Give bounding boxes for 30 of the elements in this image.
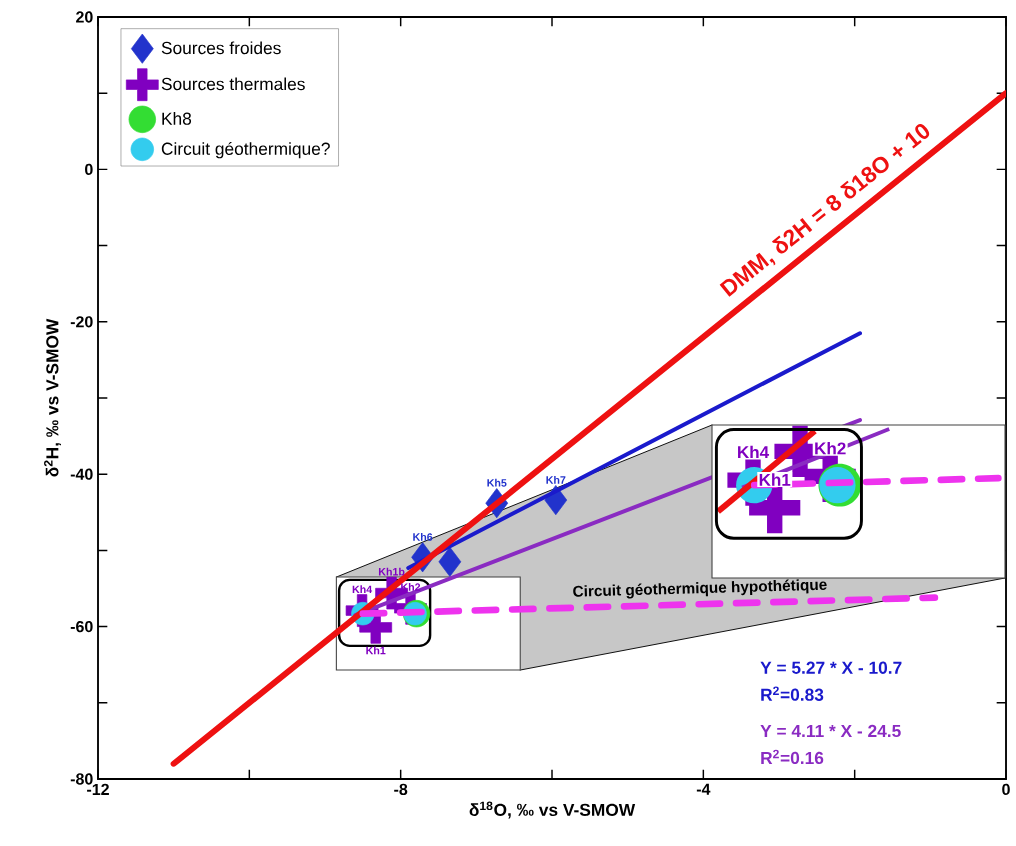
x-tick-label: -12 <box>87 783 109 795</box>
legend-label: Kh8 <box>162 112 192 125</box>
annotation: Kh5 <box>487 478 507 487</box>
y-tick-label: -60 <box>70 620 93 633</box>
x-tick-label: -8 <box>394 783 408 796</box>
y-tick-label: -80 <box>70 773 93 785</box>
annotation: Kh7 <box>546 475 566 484</box>
legend-label: Circuit géothermique? <box>161 141 330 159</box>
y-axis-title: δ$^{2}$H, ‰ vs V-SMOW <box>44 318 62 477</box>
legend-label: Sources thermales <box>161 77 305 91</box>
legend-label: Sources froides <box>161 41 281 55</box>
x-tick-label: 0 <box>1002 783 1010 796</box>
annotation: R$^{2}$=0.16 <box>761 749 824 765</box>
annotation: Kh1 <box>366 646 386 655</box>
series-label: Circuit géothermique hypothétique <box>573 579 827 599</box>
y-tick-label: 0 <box>85 163 93 176</box>
x-axis-title: δ$^{18}$O, ‰ vs V-SMOW <box>469 801 636 819</box>
y-tick-label: -40 <box>70 468 93 480</box>
text: Kh2 <box>815 441 846 455</box>
text: Kh1 <box>759 473 791 486</box>
annotation: Y = 5.27 * X - 10.7 <box>760 661 902 674</box>
annotation: Y = 4.11 * X - 24.5 <box>760 724 901 738</box>
y-tick-label: 20 <box>76 11 93 23</box>
x-tick-label: -4 <box>696 783 711 795</box>
annotation: R$^{2}$=0.83 <box>761 686 824 701</box>
annotation: Kh4 <box>352 585 373 594</box>
text: Kh4 <box>738 445 770 459</box>
annotation: Kh6 <box>413 532 433 541</box>
annotation: Kh1b <box>378 567 405 576</box>
y-tick-label: -20 <box>70 316 93 328</box>
